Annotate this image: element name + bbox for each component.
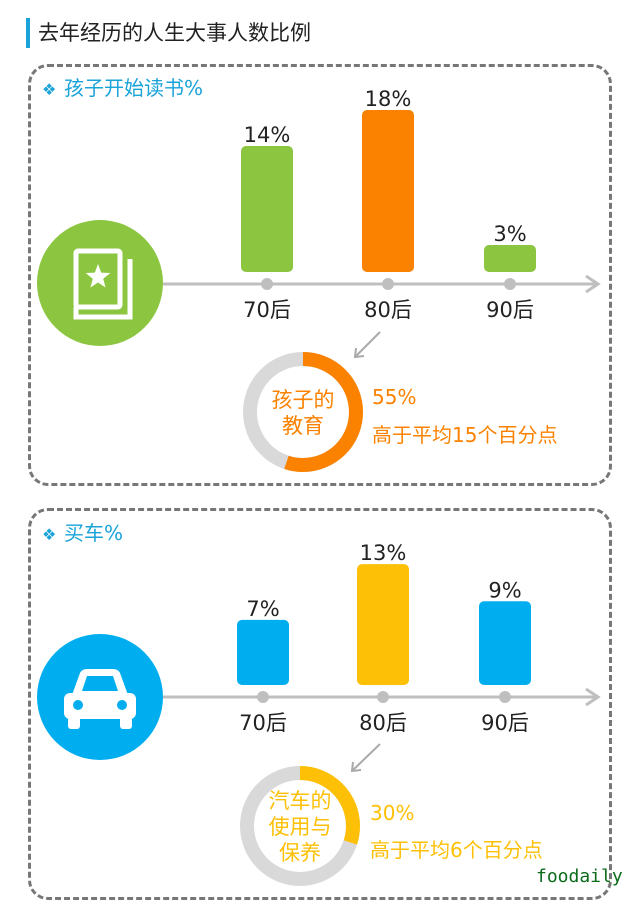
tick-label: 80后 [359,711,407,735]
tick-label: 70后 [239,711,287,735]
ring-label: 保养 [279,841,321,865]
bar [357,564,409,685]
car-icon [64,669,136,729]
callout-percent: 30% [370,801,414,825]
panel-children-school [28,64,612,486]
data-label: 7% [246,597,279,621]
car-wheel [120,717,132,729]
axis-dot [382,278,394,290]
book-icon [73,248,133,320]
ring-progress [240,766,360,886]
callout-connector [351,743,381,772]
data-label: 14% [244,123,291,147]
bar [479,601,531,685]
tick-label: 90后 [481,711,529,735]
section-title: 孩子开始读书% [64,76,204,100]
bar [241,146,293,272]
callout-note: 高于平均6个百分点 [370,838,543,862]
watermark-text: foodaily [536,866,623,887]
book-pages [73,259,133,320]
bar [484,245,536,272]
car-headlight [117,700,127,710]
title-accent-bar [26,18,30,48]
section-heading-buy-car: ❖ 买车% [42,521,123,547]
data-label: 3% [493,222,526,246]
page-title: 去年经历的人生大事人数比例 [38,21,311,45]
bar [237,619,289,685]
ring-label: 汽车的 [269,789,332,813]
callout-percent: 55% [372,385,416,409]
tick-label: 80后 [364,298,412,322]
axis-dot [499,691,511,703]
tick-label: 90后 [486,298,534,322]
axis-dot [504,278,516,290]
car-headlight [73,700,83,710]
axis-dot [261,278,273,290]
car-window [82,676,118,691]
tick-label: 70后 [243,298,291,322]
ring-label: 教育 [282,414,324,438]
axis-dot [257,691,269,703]
section-title: 买车% [64,521,124,545]
x-axis-arrowhead [585,274,601,294]
data-label: 9% [488,578,521,602]
section-heading-children-school: ❖ 孩子开始读书% [42,76,203,102]
book-cover [73,248,123,310]
car-body [64,693,136,719]
data-label: 13% [360,541,407,565]
callout-arrowhead [353,347,365,359]
ring-label: 孩子的 [272,388,335,412]
callout-connector [354,331,381,358]
callout-note: 高于平均15个百分点 [372,423,557,447]
car-wheel [68,717,80,729]
ring-progress [243,352,363,472]
diamond-bullet-icon: ❖ [42,80,57,99]
panel-buy-car [28,508,612,900]
axis-dot [377,691,389,703]
x-axis-arrowhead [585,687,601,707]
ring-label: 使用与 [269,815,332,839]
star-icon [85,264,111,288]
callout-arrowhead [350,761,362,773]
diamond-bullet-icon: ❖ [42,525,57,544]
data-label: 18% [365,87,412,111]
bar [362,110,414,272]
